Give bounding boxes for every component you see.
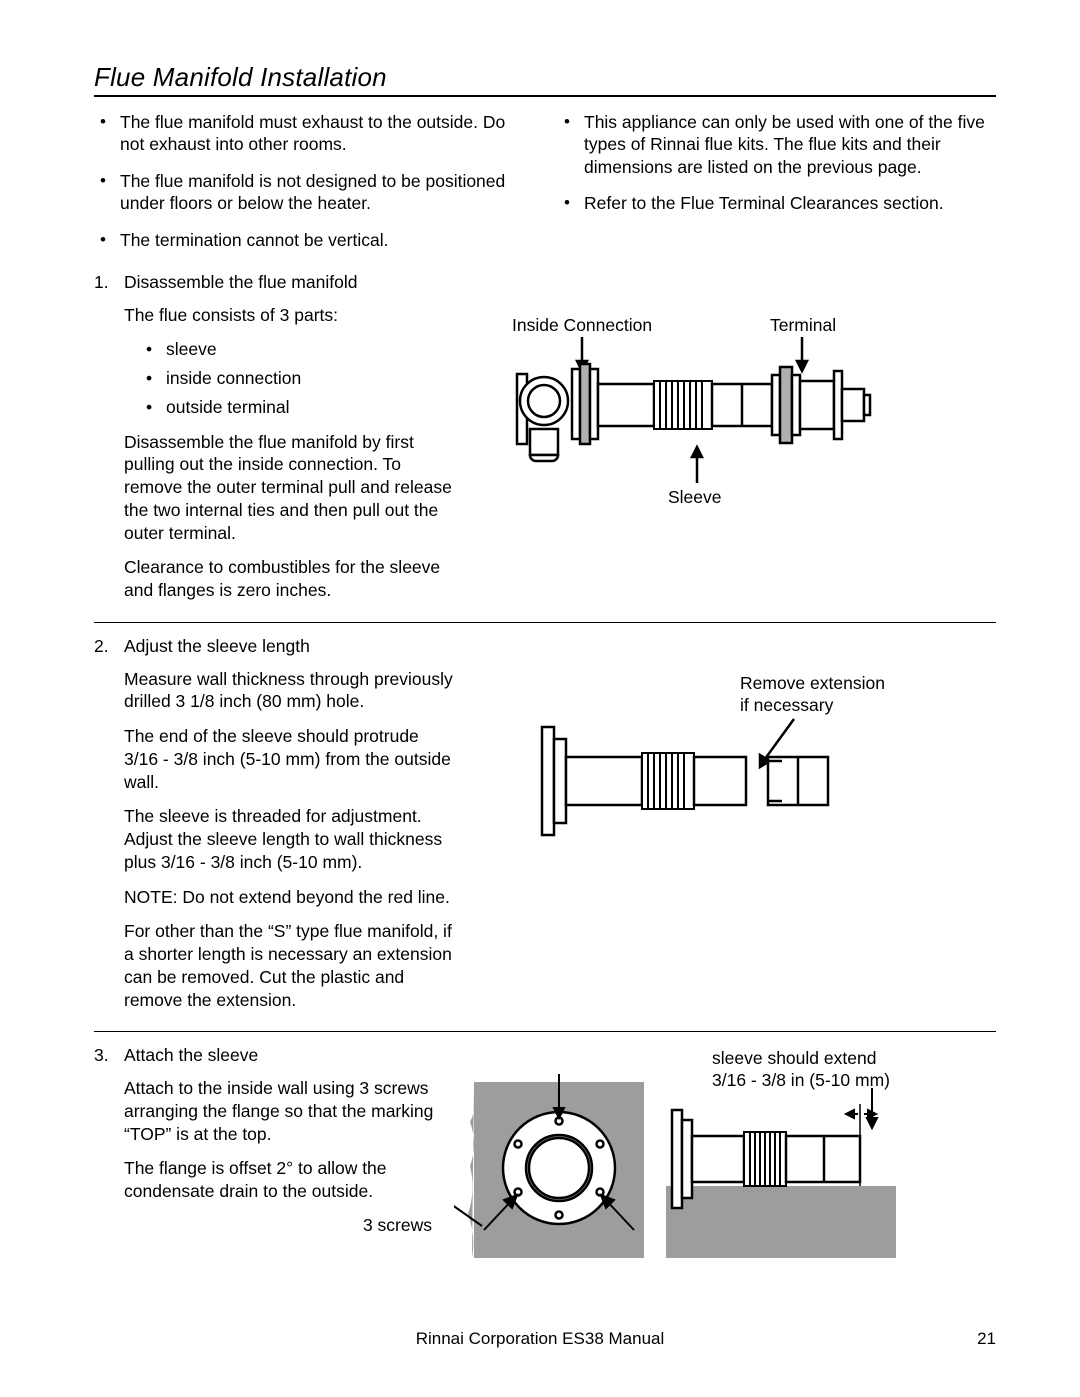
footer-text: Rinnai Corporation ES38 Manual [0,1329,1080,1349]
step-1-row: Disassemble the flue manifold The flue c… [94,271,996,614]
step-2-row: Adjust the sleeve length Measure wall th… [94,635,996,1024]
intro-bullet: The termination cannot be vertical. [94,229,532,251]
intro-bullet: The flue manifold is not designed to be … [94,170,532,215]
divider-2 [94,1031,996,1032]
intro-left-list: The flue manifold must exhaust to the ou… [94,111,532,251]
step-para: The end of the sleeve should protrude 3/… [124,725,454,793]
step-para: Clearance to combustibles for the sleeve… [124,556,454,602]
step-head: Disassemble the flue manifold [124,272,357,292]
step-para: Measure wall thickness through previousl… [124,668,454,714]
step-3-row: Attach the sleeve Attach to the inside w… [94,1044,996,1236]
step-1-parts: sleeve inside connection outside termina… [124,338,454,418]
step-2-figure: Remove extension if necessary [472,635,996,1024]
step-para: Disassemble the flue manifold by first p… [124,431,454,545]
step-1-text: Disassemble the flue manifold The flue c… [94,271,454,614]
sleeve-extension-diagram-icon [472,635,912,865]
label-3-screws: 3 screws [94,1215,436,1236]
intro-bullet: Refer to the Flue Terminal Clearances se… [558,192,996,214]
step-head: Adjust the sleeve length [124,636,310,656]
step-para: NOTE: Do not extend beyond the red line. [124,886,454,909]
step-head: Attach the sleeve [124,1045,258,1065]
manifold-diagram-icon [472,271,912,521]
page: Flue Manifold Installation The flue mani… [0,0,1080,1397]
page-title: Flue Manifold Installation [94,62,996,97]
step-1-figure: Inside Connection Terminal Sleeve [472,271,996,614]
attach-sleeve-diagram-icon [454,1044,974,1264]
intro-bullet: The flue manifold must exhaust to the ou… [94,111,532,156]
step-para: For other than the “S” type flue manifol… [124,920,454,1011]
step-lead: The flue consists of 3 parts: [124,304,454,327]
step-2-text: Adjust the sleeve length Measure wall th… [94,635,454,1024]
step-3: Attach the sleeve Attach to the inside w… [94,1044,436,1203]
divider-1 [94,622,996,623]
step-1: Disassemble the flue manifold The flue c… [94,271,454,602]
part-item: inside connection [146,367,454,390]
intro-left-col: The flue manifold must exhaust to the ou… [94,111,532,265]
intro-columns: The flue manifold must exhaust to the ou… [94,111,996,265]
step-3-figure: sleeve should extend 3/16 - 3/8 in (5-10… [454,1044,996,1236]
step-para: The flange is offset 2° to allow the con… [124,1157,436,1203]
intro-right-list: This appliance can only be used with one… [558,111,996,215]
part-item: sleeve [146,338,454,361]
intro-bullet: This appliance can only be used with one… [558,111,996,178]
step-3-text: Attach the sleeve Attach to the inside w… [94,1044,436,1236]
step-para: The sleeve is threaded for adjustment. A… [124,805,454,873]
page-number: 21 [977,1329,996,1349]
step-2: Adjust the sleeve length Measure wall th… [94,635,454,1012]
intro-right-col: This appliance can only be used with one… [558,111,996,265]
step-para: Attach to the inside wall using 3 screws… [124,1077,436,1145]
part-item: outside terminal [146,396,454,419]
